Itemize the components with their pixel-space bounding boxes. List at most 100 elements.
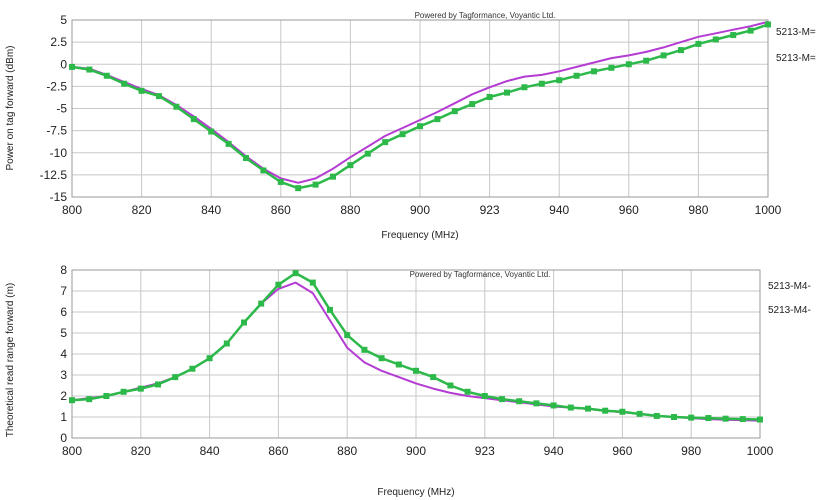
x-tick-label: 940: [544, 444, 564, 458]
data-point: [330, 173, 336, 180]
y-tick-label: -12.5: [40, 168, 68, 182]
data-point: [172, 374, 179, 381]
data-point: [591, 68, 597, 75]
y-tick-label: 0: [60, 57, 67, 71]
data-point: [327, 306, 333, 313]
data-point: [521, 84, 528, 91]
data-point: [86, 396, 93, 403]
y-tick-label: -2.5: [46, 79, 67, 93]
data-point: [660, 52, 667, 59]
chart-credit: Powered by Tagformance, Voyantic Ltd.: [415, 11, 556, 20]
y-tick-label: -7.5: [46, 124, 67, 138]
chart-credit: Powered by Tagformance, Voyantic Ltd.: [410, 270, 551, 279]
data-point: [447, 382, 454, 389]
x-tick-label: 820: [132, 203, 152, 217]
y-tick-label: -15: [50, 190, 68, 204]
x-tick-label: 880: [340, 203, 360, 217]
data-point: [712, 36, 719, 43]
data-point: [765, 21, 771, 28]
legend-entry: 5213-M4-: [768, 281, 811, 292]
data-point: [417, 123, 423, 130]
grid: [71, 269, 761, 439]
data-point: [69, 397, 75, 404]
data-point: [504, 89, 510, 96]
data-point: [481, 393, 488, 399]
y-tick-labels: 8 7 6 5 4 3 2 1 0: [60, 263, 67, 445]
x-tick-label: 900: [410, 203, 430, 217]
y-tick-label: 6: [60, 305, 67, 319]
data-point: [120, 388, 127, 395]
data-point: [688, 414, 695, 421]
data-point: [137, 385, 144, 392]
data-point: [486, 93, 493, 100]
data-point: [260, 167, 267, 174]
data-point: [556, 77, 563, 84]
x-tick-label: 900: [406, 444, 426, 458]
data-point: [499, 396, 505, 403]
data-point: [550, 402, 557, 409]
data-point: [69, 63, 75, 70]
data-point: [747, 27, 754, 34]
data-point: [516, 398, 523, 405]
data-point: [277, 178, 284, 185]
x-tick-labels: 800 820 840 860 880 900 923 940 960 980 1000: [62, 203, 782, 217]
data-point: [395, 361, 402, 368]
data-point: [533, 400, 540, 407]
data-point: [243, 155, 249, 162]
data-point: [430, 374, 437, 381]
data-point: [434, 116, 441, 123]
data-point: [361, 346, 368, 353]
x-tick-label: 960: [619, 203, 639, 217]
data-point: [538, 80, 545, 87]
data-point: [309, 279, 316, 286]
data-point: [413, 367, 419, 374]
data-point: [608, 64, 615, 71]
x-tick-label: 840: [201, 203, 221, 217]
data-point: [573, 72, 580, 79]
data-point: [643, 57, 650, 64]
y-tick-label: 5: [60, 326, 67, 340]
legend-entry: 5213-M=: [776, 27, 816, 38]
x-tick-label: 980: [688, 203, 708, 217]
data-point: [206, 355, 213, 362]
data-point: [695, 40, 702, 47]
data-point: [347, 162, 354, 169]
data-point: [378, 355, 385, 362]
data-point: [138, 87, 145, 94]
data-point: [585, 405, 591, 412]
x-tick-label: 923: [475, 444, 495, 458]
chart-power-forward: 800 820 840 860 880 900 923 940 960 980 1000 5 2.5 0…: [5, 11, 816, 241]
x-axis-label: Frequency (MHz): [381, 230, 458, 241]
series-group: [69, 20, 771, 192]
data-point: [241, 319, 247, 326]
legend-entry: 5213-M4-: [768, 305, 811, 316]
y-tick-label: -10: [50, 146, 68, 160]
data-point: [364, 150, 371, 157]
data-point: [225, 140, 232, 147]
data-point: [223, 340, 230, 347]
data-point: [653, 412, 660, 419]
y-tick-label: 2.5: [50, 35, 67, 49]
data-point: [567, 404, 574, 411]
x-axis-label: Frequency (MHz): [377, 487, 454, 498]
data-point: [757, 416, 763, 423]
x-tick-labels: 800 820 840 860 880 900 923 940 960 980 1000: [62, 444, 774, 458]
data-point: [208, 128, 215, 135]
x-tick-label: 800: [62, 444, 82, 458]
data-point: [155, 381, 161, 388]
data-point: [730, 32, 737, 39]
data-point: [619, 408, 626, 415]
x-tick-label: 860: [271, 203, 291, 217]
y-tick-label: 3: [60, 368, 67, 382]
chart-read-range: 800 820 840 860 880 900 923 940 960 980 1000 8 7 6 5 4…: [5, 263, 811, 498]
x-tick-label: 960: [612, 444, 632, 458]
x-tick-label: 940: [549, 203, 569, 217]
x-tick-label: 880: [337, 444, 357, 458]
data-point: [382, 139, 389, 146]
data-point: [312, 181, 319, 188]
x-tick-label: 820: [131, 444, 151, 458]
legend-entry: 5213-M=: [776, 53, 816, 64]
x-tick-label: 800: [62, 203, 82, 217]
data-point: [258, 300, 265, 307]
